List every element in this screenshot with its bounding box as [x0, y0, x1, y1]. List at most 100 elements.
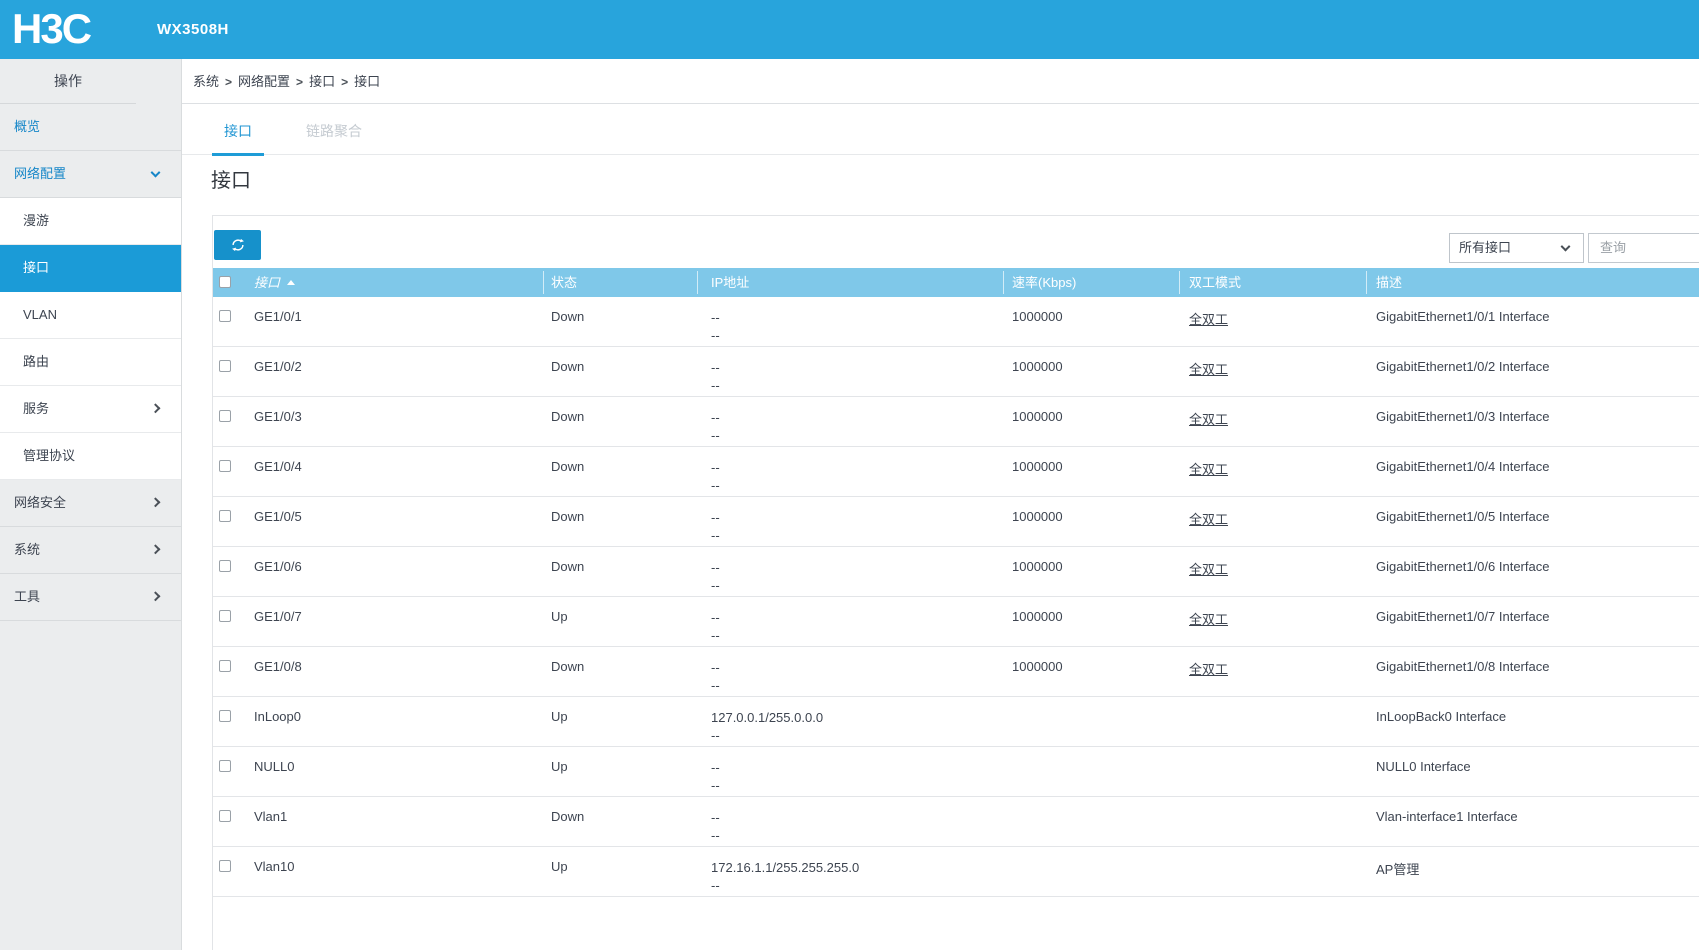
cell-duplex	[1179, 747, 1366, 796]
row-checkbox[interactable]	[219, 460, 231, 472]
cell-duplex: 全双工	[1179, 297, 1366, 346]
sidebar-item-sub-3[interactable]: 接口	[0, 245, 181, 292]
row-checkbox[interactable]	[219, 610, 231, 622]
cell-status: Down	[551, 809, 585, 824]
breadcrumb-separator: >	[296, 75, 304, 89]
column-header-status[interactable]: 状态	[543, 268, 697, 297]
sidebar-item-label: 网络安全	[14, 495, 67, 510]
column-header-description[interactable]: 描述	[1366, 268, 1699, 297]
breadcrumb-separator: >	[225, 75, 233, 89]
ip-line-1: 127.0.0.1/255.0.0.0	[711, 710, 824, 725]
cell-speed: 1000000	[1012, 659, 1063, 674]
header-checkbox-cell	[213, 268, 240, 297]
row-checkbox[interactable]	[219, 360, 231, 372]
sidebar-item-0[interactable]: 概览	[0, 104, 181, 151]
page-title: 接口	[211, 170, 251, 192]
row-checkbox[interactable]	[219, 860, 231, 872]
cell-duplex: 全双工	[1179, 397, 1366, 446]
row-checkbox[interactable]	[219, 710, 231, 722]
sidebar-item-10[interactable]: 工具	[0, 574, 181, 621]
row-checkbox[interactable]	[219, 760, 231, 772]
cell-speed: 1000000	[1012, 559, 1063, 574]
refresh-button[interactable]	[214, 230, 261, 260]
cell-interface-name: GE1/0/7	[254, 609, 302, 624]
cell-duplex: 全双工	[1179, 347, 1366, 396]
sidebar-menu: 概览网络配置漫游接口 VLAN 路由服务管理协议网络安全系统工具	[0, 104, 181, 621]
cell-checkbox	[213, 647, 240, 696]
breadcrumb: 系统 > 网络配置 > 接口 > 接口	[182, 59, 1699, 104]
select-all-checkbox[interactable]	[219, 276, 231, 288]
row-checkbox[interactable]	[219, 510, 231, 522]
column-header-ip[interactable]: IP地址	[697, 268, 1003, 297]
cell-duplex	[1179, 847, 1366, 896]
sidebar-item-sub-5[interactable]: 路由	[0, 339, 181, 386]
table-row-GE1/0/6: GE1/0/6 Down -- -- 1000000 全双工 GigabitEthernet…	[213, 547, 1699, 597]
cell-description: GigabitEthernet1/0/1 Interface	[1376, 309, 1550, 324]
sidebar: 操作 概览 网络配置 漫游 接口 VLAN 路由 服务 管理协议 网络安全 系统 工具	[0, 59, 182, 950]
cell-ip-address: -- --	[697, 797, 1003, 846]
cell-duplex: 全双工	[1179, 647, 1366, 696]
duplex-mode-link[interactable]: 全双工	[1189, 362, 1229, 377]
ip-line-1: --	[711, 560, 720, 575]
search-input[interactable]: 查询	[1588, 233, 1699, 263]
cell-checkbox	[213, 297, 240, 346]
duplex-mode-link[interactable]: 全双工	[1189, 462, 1229, 477]
cell-speed: 1000000	[1012, 459, 1063, 474]
ip-line-1: 172.16.1.1/255.255.255.0	[711, 860, 860, 875]
sidebar-item-sub-6[interactable]: 服务	[0, 386, 181, 433]
breadcrumb-separator: >	[341, 75, 349, 89]
h3c-logo: H3C	[12, 5, 92, 52]
row-checkbox[interactable]	[219, 660, 231, 672]
ip-line-1: --	[711, 460, 720, 475]
ip-line-2: --	[711, 678, 720, 693]
column-header-interface[interactable]: 接口	[240, 268, 543, 297]
interface-panel: 所有接口 查询 接口 状态 IP地址 速率(Kbps) 双工模式 描述 GE1/…	[212, 215, 1699, 950]
ip-line-2: --	[711, 328, 720, 343]
sidebar-item-sub-7[interactable]: 管理协议	[0, 433, 181, 480]
sidebar-item-label: 工具	[14, 589, 41, 604]
device-model: WX3508H	[157, 21, 229, 38]
breadcrumb-item: 系统	[193, 74, 220, 89]
ip-line-2: --	[711, 878, 720, 893]
ip-line-1: --	[711, 810, 720, 825]
duplex-mode-link[interactable]: 全双工	[1189, 662, 1229, 677]
breadcrumb-item: 接口	[354, 74, 381, 89]
cell-ip-address: -- --	[697, 547, 1003, 596]
sidebar-item-9[interactable]: 系统	[0, 527, 181, 574]
tab-1[interactable]: 链路聚合	[306, 123, 362, 139]
ip-line-2: --	[711, 778, 720, 793]
sidebar-item-label: 概览	[14, 119, 41, 134]
duplex-mode-link[interactable]: 全双工	[1189, 512, 1229, 527]
cell-speed	[1003, 797, 1179, 846]
sidebar-item-label: 管理协议	[23, 448, 76, 463]
interface-filter-select[interactable]: 所有接口	[1449, 233, 1584, 263]
cell-description: NULL0 Interface	[1376, 759, 1471, 774]
duplex-mode-link[interactable]: 全双工	[1189, 562, 1229, 577]
column-header-duplex[interactable]: 双工模式	[1179, 268, 1366, 297]
sidebar-item-8[interactable]: 网络安全	[0, 480, 181, 527]
ip-line-1: --	[711, 510, 720, 525]
row-checkbox[interactable]	[219, 310, 231, 322]
table-row-InLoop0: InLoop0 Up 127.0.0.1/255.0.0.0 -- InLoopBack…	[213, 697, 1699, 747]
row-checkbox[interactable]	[219, 410, 231, 422]
cell-speed: 1000000	[1012, 309, 1063, 324]
duplex-mode-link[interactable]: 全双工	[1189, 312, 1229, 327]
row-checkbox[interactable]	[219, 560, 231, 572]
sidebar-item-sub-4[interactable]: VLAN	[0, 292, 181, 339]
tab-0[interactable]: 接口	[212, 104, 264, 156]
sidebar-item-label: 路由	[23, 354, 50, 369]
cell-description: GigabitEthernet1/0/6 Interface	[1376, 559, 1550, 574]
cell-checkbox	[213, 547, 240, 596]
cell-checkbox	[213, 347, 240, 396]
cell-status: Down	[551, 309, 585, 324]
sidebar-item-1[interactable]: 网络配置	[0, 151, 181, 198]
cell-status: Down	[551, 659, 585, 674]
sidebar-item-label: 漫游	[23, 213, 50, 228]
duplex-mode-link[interactable]: 全双工	[1189, 612, 1229, 627]
sidebar-item-sub-2[interactable]: 漫游	[0, 198, 181, 245]
column-header-speed[interactable]: 速率(Kbps)	[1003, 268, 1179, 297]
row-checkbox[interactable]	[219, 810, 231, 822]
duplex-mode-link[interactable]: 全双工	[1189, 412, 1229, 427]
cell-interface-name: GE1/0/4	[254, 459, 302, 474]
